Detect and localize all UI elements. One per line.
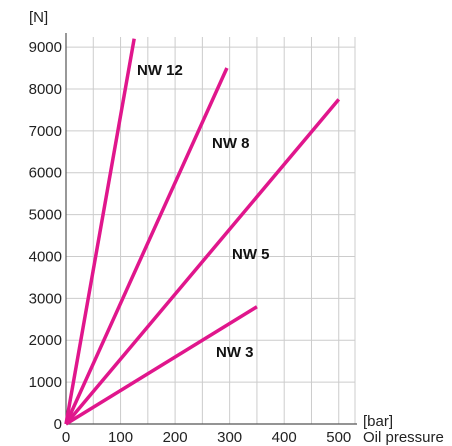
y-tick-label: 8000 [29, 81, 62, 98]
series-line-nw-5 [64, 98, 341, 426]
series-line-nw-12 [64, 38, 136, 425]
y-tick-label: 4000 [29, 248, 62, 265]
y-tick-label: 1000 [29, 374, 62, 391]
series-label-nw-12: NW 12 [137, 62, 183, 79]
y-tick-label: 5000 [29, 207, 62, 224]
series-label-nw-5: NW 5 [232, 246, 270, 263]
x-tick-label: 0 [62, 429, 70, 446]
axes [65, 33, 357, 425]
x-tick-label: 200 [163, 429, 188, 446]
y-tick-label: 6000 [29, 165, 62, 182]
y-tick-label: 7000 [29, 123, 62, 140]
x-tick-label: 100 [108, 429, 133, 446]
series-line-nw-3 [65, 305, 258, 426]
x-tick-label: 400 [272, 429, 297, 446]
series-label-nw-8: NW 8 [212, 135, 250, 152]
y-axis-unit-label: [N] [29, 9, 48, 26]
y-tick-label: 0 [54, 416, 62, 433]
x-axis-title: Oil pressure [363, 429, 444, 446]
series-lines [64, 38, 341, 426]
x-tick-label: 500 [326, 429, 351, 446]
series-label-nw-3: NW 3 [216, 344, 254, 361]
y-tick-label: 3000 [29, 290, 62, 307]
y-tick-label: 2000 [29, 332, 62, 349]
labels: 0 1000 2000 3000 4000 5000 6000 7000 8000 9000 0 10… [29, 9, 444, 446]
x-tick-label: 300 [217, 429, 242, 446]
y-tick-label: 9000 [29, 39, 62, 56]
grid [65, 37, 356, 424]
x-axis-unit-label: [bar] [363, 413, 393, 430]
series-line-nw-8 [64, 67, 229, 425]
